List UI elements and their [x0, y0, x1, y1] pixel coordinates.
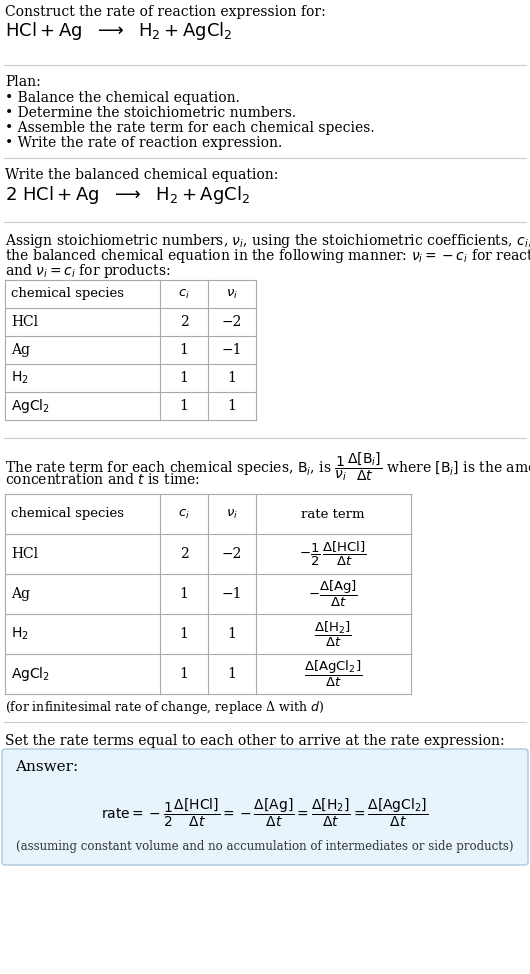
Text: $c_i$: $c_i$ [178, 287, 190, 301]
Text: • Balance the chemical equation.: • Balance the chemical equation. [5, 91, 240, 105]
Text: $\dfrac{\Delta[\mathrm{AgCl_2}]}{\Delta t}$: $\dfrac{\Delta[\mathrm{AgCl_2}]}{\Delta … [304, 659, 362, 689]
Text: $\mathrm{AgCl_2}$: $\mathrm{AgCl_2}$ [11, 665, 50, 683]
Text: $\mathrm{H_2}$: $\mathrm{H_2}$ [11, 626, 29, 642]
Text: $\dfrac{\Delta[\mathrm{H_2}]}{\Delta t}$: $\dfrac{\Delta[\mathrm{H_2}]}{\Delta t}$ [314, 619, 352, 649]
Text: Ag: Ag [11, 587, 30, 601]
Text: 1: 1 [180, 343, 189, 357]
Text: −1: −1 [222, 587, 242, 601]
Text: −2: −2 [222, 315, 242, 329]
Text: $\mathrm{HCl + Ag\ \ \longrightarrow\ \ H_2 + AgCl_2}$: $\mathrm{HCl + Ag\ \ \longrightarrow\ \ … [5, 20, 233, 42]
Text: 1: 1 [180, 667, 189, 681]
Text: 1: 1 [180, 627, 189, 641]
Text: 1: 1 [227, 667, 236, 681]
Text: $\nu_i$: $\nu_i$ [226, 287, 238, 301]
Text: Answer:: Answer: [15, 760, 78, 774]
Text: 2: 2 [180, 547, 188, 561]
Text: HCl: HCl [11, 315, 38, 329]
Text: $c_i$: $c_i$ [178, 507, 190, 520]
Text: 2: 2 [180, 315, 188, 329]
Text: • Assemble the rate term for each chemical species.: • Assemble the rate term for each chemic… [5, 121, 375, 135]
Text: 1: 1 [180, 587, 189, 601]
Text: 1: 1 [227, 371, 236, 385]
Text: Set the rate terms equal to each other to arrive at the rate expression:: Set the rate terms equal to each other t… [5, 734, 505, 748]
Text: −2: −2 [222, 547, 242, 561]
Text: • Determine the stoichiometric numbers.: • Determine the stoichiometric numbers. [5, 106, 296, 120]
Text: $\nu_i$: $\nu_i$ [226, 507, 238, 520]
Text: • Write the rate of reaction expression.: • Write the rate of reaction expression. [5, 136, 282, 150]
Text: rate term: rate term [301, 507, 365, 520]
Text: chemical species: chemical species [11, 287, 124, 301]
Text: 1: 1 [227, 627, 236, 641]
Text: $\mathrm{H_2}$: $\mathrm{H_2}$ [11, 370, 29, 387]
Text: chemical species: chemical species [11, 507, 124, 520]
Text: and $\nu_i = c_i$ for products:: and $\nu_i = c_i$ for products: [5, 262, 171, 280]
FancyBboxPatch shape [2, 749, 528, 865]
Text: −1: −1 [222, 343, 242, 357]
Text: Write the balanced chemical equation:: Write the balanced chemical equation: [5, 168, 278, 182]
Text: HCl: HCl [11, 547, 38, 561]
Text: Ag: Ag [11, 343, 30, 357]
Text: Assign stoichiometric numbers, $\nu_i$, using the stoichiometric coefficients, $: Assign stoichiometric numbers, $\nu_i$, … [5, 232, 530, 250]
Text: $-\dfrac{1}{2}\,\dfrac{\Delta[\mathrm{HCl}]}{\Delta t}$: $-\dfrac{1}{2}\,\dfrac{\Delta[\mathrm{HC… [299, 540, 367, 568]
Text: 1: 1 [180, 371, 189, 385]
Text: concentration and $t$ is time:: concentration and $t$ is time: [5, 472, 200, 487]
Text: the balanced chemical equation in the following manner: $\nu_i = -c_i$ for react: the balanced chemical equation in the fo… [5, 247, 530, 265]
Text: 1: 1 [180, 399, 189, 413]
Text: $\mathrm{2\ HCl + Ag\ \ \longrightarrow\ \ H_2 + AgCl_2}$: $\mathrm{2\ HCl + Ag\ \ \longrightarrow\… [5, 184, 250, 206]
Text: $-\dfrac{\Delta[\mathrm{Ag}]}{\Delta t}$: $-\dfrac{\Delta[\mathrm{Ag}]}{\Delta t}$ [308, 579, 358, 609]
Text: The rate term for each chemical species, $\mathrm{B}_i$, is $\dfrac{1}{\nu_i}\df: The rate term for each chemical species,… [5, 450, 530, 483]
Text: $\mathrm{AgCl_2}$: $\mathrm{AgCl_2}$ [11, 397, 50, 415]
Text: (assuming constant volume and no accumulation of intermediates or side products): (assuming constant volume and no accumul… [16, 840, 514, 853]
Text: $\mathrm{rate} = -\dfrac{1}{2}\dfrac{\Delta[\mathrm{HCl}]}{\Delta t} = -\dfrac{\: $\mathrm{rate} = -\dfrac{1}{2}\dfrac{\De… [101, 797, 429, 829]
Text: Construct the rate of reaction expression for:: Construct the rate of reaction expressio… [5, 5, 326, 19]
Text: 1: 1 [227, 399, 236, 413]
Text: (for infinitesimal rate of change, replace Δ with $d$): (for infinitesimal rate of change, repla… [5, 699, 324, 716]
Text: Plan:: Plan: [5, 75, 41, 89]
